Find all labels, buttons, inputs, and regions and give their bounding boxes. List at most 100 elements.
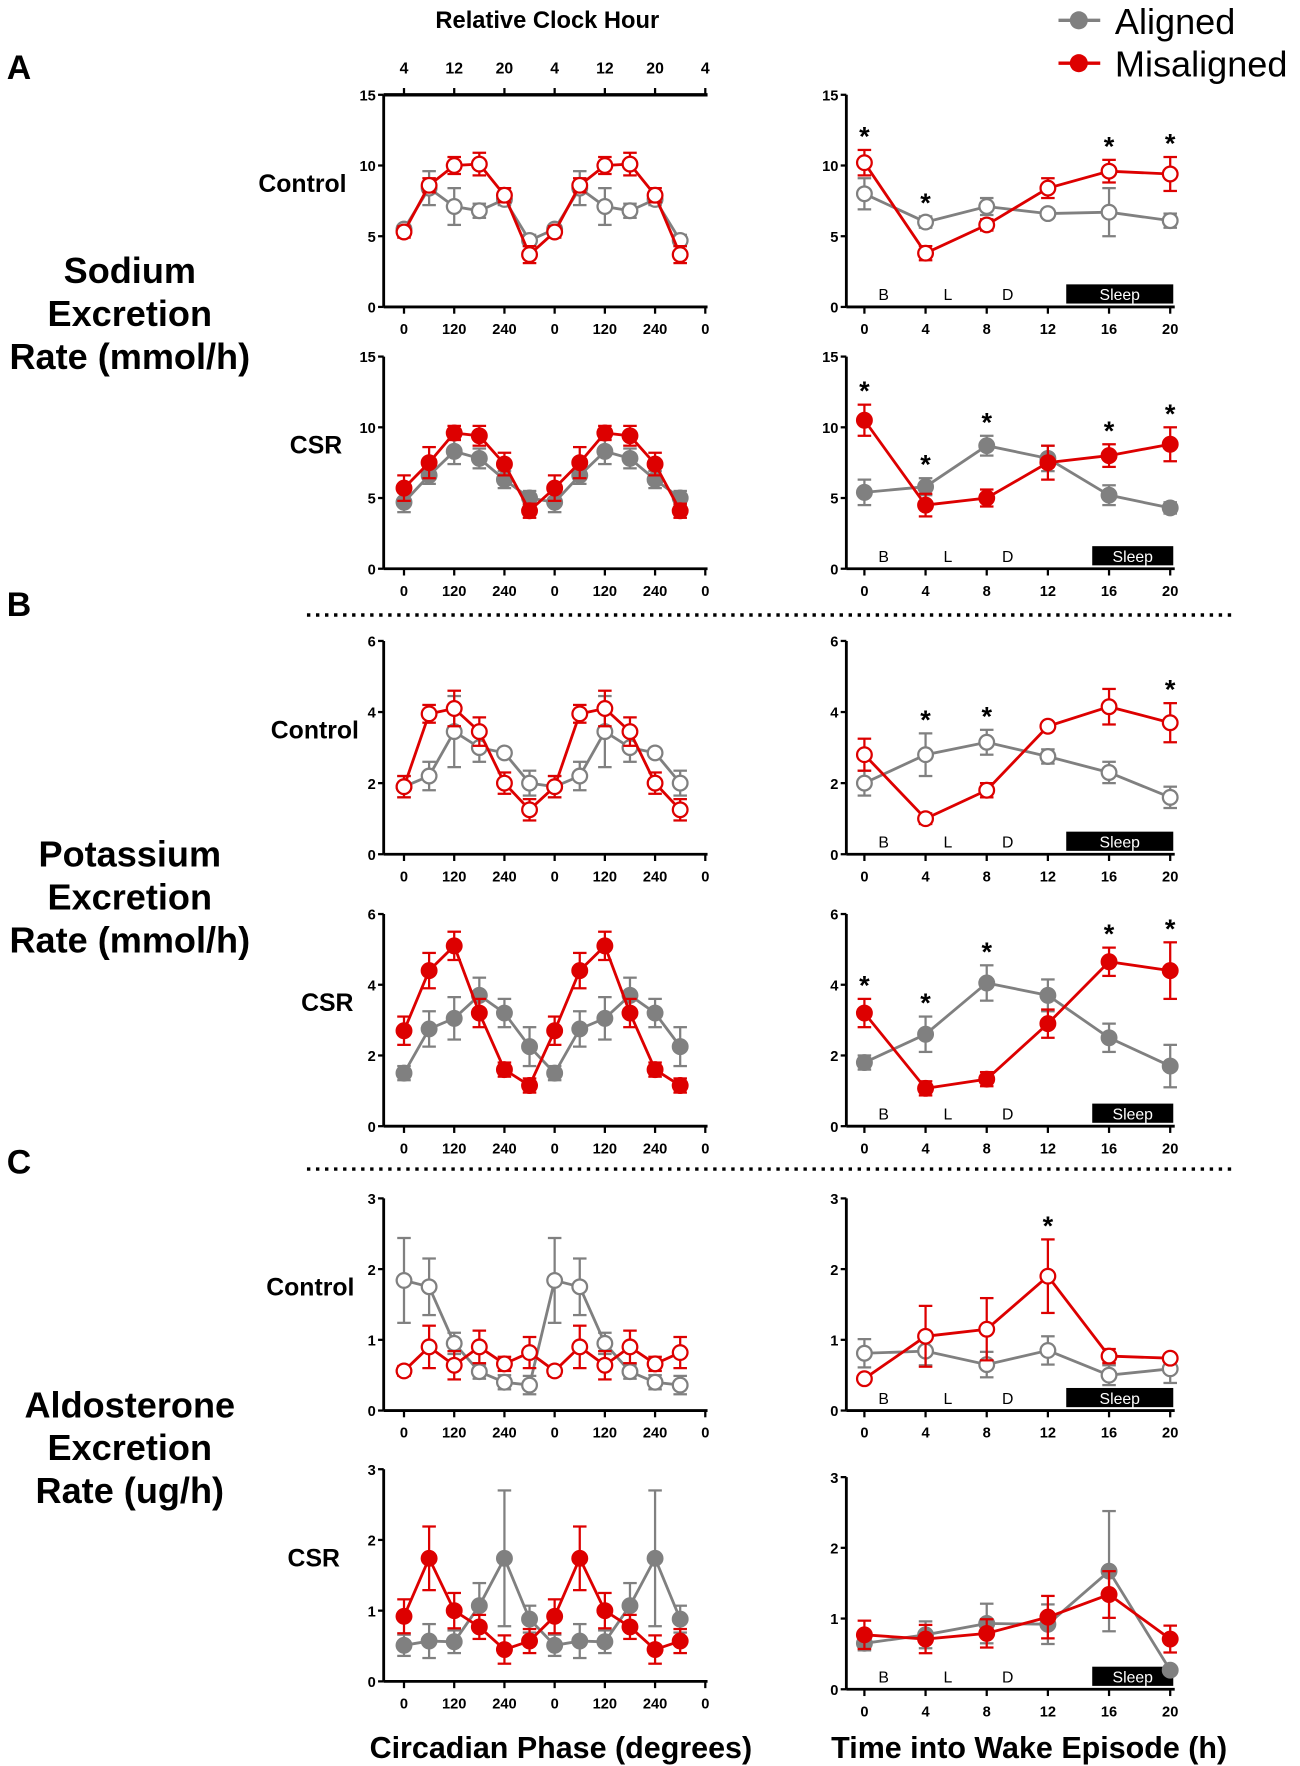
y-tick-label: 6 bbox=[830, 635, 838, 651]
data-point bbox=[521, 1632, 539, 1650]
legend-item-misaligned: Misaligned bbox=[1058, 44, 1287, 85]
significance-asterisk: * bbox=[981, 936, 992, 967]
data-point bbox=[571, 454, 589, 472]
y-tick-label: 2 bbox=[368, 1049, 376, 1065]
data-point bbox=[470, 449, 488, 467]
clock-hour-label: 4 bbox=[400, 60, 409, 77]
y-tick-label: 4 bbox=[830, 978, 839, 994]
condition-label: Control bbox=[258, 171, 346, 198]
period-label: L bbox=[944, 1106, 953, 1123]
data-point bbox=[671, 1632, 689, 1650]
sleep-label: Sleep bbox=[1113, 1669, 1154, 1686]
panel-letter-c: C bbox=[7, 1144, 31, 1182]
series-aligned bbox=[395, 976, 689, 1082]
data-point bbox=[546, 1064, 564, 1082]
data-point bbox=[470, 1597, 488, 1615]
x-tick-label: 20 bbox=[1162, 1704, 1178, 1720]
significance-asterisk: * bbox=[1165, 128, 1176, 159]
y-tick-label: 3 bbox=[368, 1463, 376, 1479]
x-tick-label: 12 bbox=[1040, 584, 1056, 600]
series-line bbox=[403, 1345, 681, 1373]
data-point bbox=[445, 424, 463, 442]
sleep-bar bbox=[1092, 546, 1174, 566]
period-label: D bbox=[1002, 1106, 1013, 1123]
panel-a-wake-csr: 0 5 10 15 0 4 8 12 16 20 B L D Sleep * * * * * bbox=[822, 350, 1179, 600]
data-point bbox=[420, 1278, 438, 1296]
data-point bbox=[621, 723, 639, 741]
data-point bbox=[917, 1025, 935, 1043]
data-point bbox=[1161, 165, 1179, 183]
data-point bbox=[855, 185, 873, 203]
condition-label: CSR bbox=[288, 1545, 340, 1572]
panel-a-phase-csr: 0 5 10 15 0 120 240 0 120 240 0 CSR bbox=[290, 350, 710, 600]
data-point bbox=[1039, 1267, 1057, 1285]
data-point bbox=[521, 502, 539, 520]
x-tick-label: 16 bbox=[1101, 322, 1117, 338]
data-point bbox=[621, 1363, 639, 1381]
data-point bbox=[978, 1320, 996, 1338]
data-point bbox=[671, 1344, 689, 1362]
x-tick-label: 20 bbox=[1162, 1426, 1178, 1442]
data-point bbox=[646, 744, 664, 762]
x-tick-label: 0 bbox=[860, 1141, 868, 1157]
row-title-line: Excretion bbox=[48, 1427, 212, 1468]
significance-asterisk: * bbox=[859, 969, 870, 1000]
data-point bbox=[1161, 212, 1179, 230]
significance-asterisk: * bbox=[981, 406, 992, 437]
x-tick-label: 0 bbox=[400, 869, 408, 885]
period-label: D bbox=[1002, 834, 1013, 851]
significance-asterisk: * bbox=[859, 375, 870, 406]
data-point bbox=[420, 1632, 438, 1650]
data-point bbox=[470, 1618, 488, 1636]
data-point bbox=[1100, 1586, 1118, 1603]
data-point bbox=[395, 1271, 413, 1289]
data-point bbox=[978, 489, 996, 507]
y-tick-label: 5 bbox=[830, 492, 838, 508]
data-point bbox=[917, 810, 935, 828]
significance-asterisk: * bbox=[1165, 398, 1176, 429]
y-tick-label: 0 bbox=[368, 1120, 376, 1136]
y-tick-label: 6 bbox=[368, 635, 376, 651]
x-tick-label: 240 bbox=[643, 322, 667, 338]
data-point bbox=[395, 1636, 413, 1654]
x-tick-label: 120 bbox=[442, 869, 466, 885]
data-point bbox=[420, 1549, 438, 1567]
x-tick-label: 0 bbox=[551, 869, 559, 885]
x-tick-label: 0 bbox=[551, 584, 559, 600]
period-label: D bbox=[1002, 287, 1013, 304]
significance-asterisk: * bbox=[920, 187, 931, 218]
sleep-label: Sleep bbox=[1100, 287, 1141, 304]
sleep-bar bbox=[1066, 284, 1174, 304]
y-tick-label: 3 bbox=[830, 1192, 838, 1208]
y-tick-label: 0 bbox=[830, 1120, 838, 1136]
data-point bbox=[1039, 454, 1057, 472]
x-tick-label: 20 bbox=[1162, 322, 1178, 338]
sleep-label: Sleep bbox=[1113, 1106, 1154, 1123]
series-misaligned bbox=[855, 1570, 1179, 1655]
series-aligned bbox=[855, 728, 1179, 810]
x-tick-label: 240 bbox=[492, 1426, 516, 1442]
x-tick-label: 120 bbox=[442, 1696, 466, 1712]
data-point bbox=[445, 157, 463, 174]
data-point bbox=[571, 1278, 589, 1296]
data-point bbox=[1039, 1608, 1057, 1626]
data-point bbox=[855, 1344, 873, 1362]
data-point bbox=[420, 1338, 438, 1356]
y-tick-label: 2 bbox=[830, 1263, 838, 1279]
data-point bbox=[646, 774, 664, 792]
data-point bbox=[445, 1356, 463, 1374]
x-tick-label: 0 bbox=[860, 1704, 868, 1720]
data-point bbox=[621, 202, 639, 220]
x-tick-label: 240 bbox=[643, 1696, 667, 1712]
y-tick-label: 4 bbox=[830, 706, 839, 722]
data-point bbox=[495, 744, 513, 762]
x-tick-label: 240 bbox=[643, 1426, 667, 1442]
data-point bbox=[978, 437, 996, 455]
data-point bbox=[1100, 1366, 1118, 1384]
data-point bbox=[855, 154, 873, 172]
data-point bbox=[1161, 788, 1179, 806]
condition-label: Control bbox=[266, 1274, 354, 1301]
data-point bbox=[646, 1355, 664, 1373]
data-point bbox=[546, 778, 564, 796]
y-tick-label: 15 bbox=[359, 88, 375, 104]
